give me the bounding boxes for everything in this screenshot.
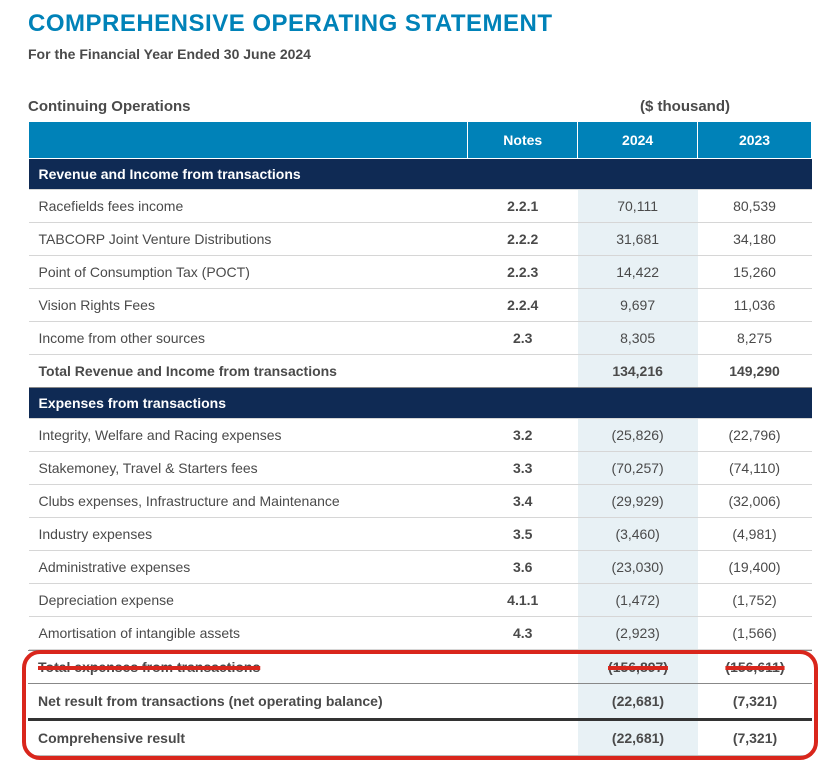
table-row: Income from other sources 2.3 8,305 8,27… (29, 322, 812, 355)
row-2023: (1,566) (698, 617, 812, 650)
row-notes: 3.5 (468, 518, 578, 551)
row-label: Vision Rights Fees (29, 289, 468, 322)
total-revenue-2023: 149,290 (698, 355, 812, 388)
row-2023: (4,981) (698, 518, 812, 551)
row-2024: (1,472) (578, 584, 698, 617)
row-label: Racefields fees income (29, 190, 468, 223)
row-2024: (25,826) (578, 419, 698, 452)
table-row: Depreciation expense 4.1.1 (1,472) (1,75… (29, 584, 812, 617)
section-expenses-header: Expenses from transactions (29, 388, 812, 419)
table-row: Administrative expenses 3.6 (23,030) (19… (29, 551, 812, 584)
row-2023: 80,539 (698, 190, 812, 223)
continuing-operations-label: Continuing Operations (28, 98, 468, 115)
row-2024: (3,460) (578, 518, 698, 551)
row-label: Point of Consumption Tax (POCT) (29, 256, 468, 289)
table-top-labels: Continuing Operations ($ thousand) (28, 98, 812, 115)
row-notes: 3.3 (468, 452, 578, 485)
table-row: TABCORP Joint Venture Distributions 2.2.… (29, 223, 812, 256)
net-result-2023: (7,321) (698, 684, 812, 720)
row-2024: 8,305 (578, 322, 698, 355)
header-blank (29, 122, 468, 159)
highlighted-results-region: Total expenses from transactions (156,89… (28, 650, 812, 756)
row-2023: 11,036 (698, 289, 812, 322)
row-2023: 34,180 (698, 223, 812, 256)
table-row: Point of Consumption Tax (POCT) 2.2.3 14… (29, 256, 812, 289)
row-2024: (29,929) (578, 485, 698, 518)
total-revenue-label: Total Revenue and Income from transactio… (29, 355, 468, 388)
row-2023: (19,400) (698, 551, 812, 584)
header-2024: 2024 (578, 122, 698, 159)
row-label: Integrity, Welfare and Racing expenses (29, 419, 468, 452)
row-notes: 2.2.4 (468, 289, 578, 322)
row-2024: 31,681 (578, 223, 698, 256)
row-label: TABCORP Joint Venture Distributions (29, 223, 468, 256)
section-expenses-label: Expenses from transactions (29, 388, 578, 419)
table-row: Racefields fees income 2.2.1 70,111 80,5… (29, 190, 812, 223)
row-2023: (74,110) (698, 452, 812, 485)
section-revenue-label: Revenue and Income from transactions (29, 159, 578, 190)
table-row: Vision Rights Fees 2.2.4 9,697 11,036 (29, 289, 812, 322)
total-revenue-2024: 134,216 (578, 355, 698, 388)
row-label: Clubs expenses, Infrastructure and Maint… (29, 485, 468, 518)
table-row: Amortisation of intangible assets 4.3 (2… (29, 617, 812, 650)
row-label: Income from other sources (29, 322, 468, 355)
row-2024: 14,422 (578, 256, 698, 289)
row-2024: (2,923) (578, 617, 698, 650)
row-2023: 15,260 (698, 256, 812, 289)
unit-label: ($ thousand) (468, 98, 812, 115)
net-result-label: Net result from transactions (net operat… (28, 684, 468, 720)
column-header-row: Notes 2024 2023 (29, 122, 812, 159)
row-label: Depreciation expense (29, 584, 468, 617)
row-notes: 3.2 (468, 419, 578, 452)
row-notes: 3.4 (468, 485, 578, 518)
row-2023: (32,006) (698, 485, 812, 518)
page-subtitle: For the Financial Year Ended 30 June 202… (28, 46, 812, 62)
row-2024: 9,697 (578, 289, 698, 322)
row-notes: 2.3 (468, 322, 578, 355)
total-expenses-2023: (156,611) (698, 651, 812, 684)
header-notes: Notes (468, 122, 578, 159)
row-notes: 4.3 (468, 617, 578, 650)
row-label: Industry expenses (29, 518, 468, 551)
total-expenses-2024: (156,897) (578, 651, 698, 684)
total-expenses-label: Total expenses from transactions (28, 651, 468, 684)
section-revenue-header: Revenue and Income from transactions (29, 159, 812, 190)
row-label: Administrative expenses (29, 551, 468, 584)
row-label: Amortisation of intangible assets (29, 617, 468, 650)
row-2023: 8,275 (698, 322, 812, 355)
page-title: COMPREHENSIVE OPERATING STATEMENT (28, 10, 812, 38)
row-label: Stakemoney, Travel & Starters fees (29, 452, 468, 485)
row-notes: 3.6 (468, 551, 578, 584)
row-2023: (22,796) (698, 419, 812, 452)
row-notes: 2.2.3 (468, 256, 578, 289)
row-2024: (23,030) (578, 551, 698, 584)
operating-statement-table: Notes 2024 2023 Revenue and Income from … (28, 121, 812, 650)
total-revenue-row: Total Revenue and Income from transactio… (29, 355, 812, 388)
results-table: Total expenses from transactions (156,89… (28, 650, 812, 756)
table-row: Industry expenses 3.5 (3,460) (4,981) (29, 518, 812, 551)
header-2023: 2023 (698, 122, 812, 159)
row-notes: 2.2.1 (468, 190, 578, 223)
table-row: Clubs expenses, Infrastructure and Maint… (29, 485, 812, 518)
total-expenses-row-obscured: Total expenses from transactions (156,89… (28, 651, 812, 684)
table-row: Stakemoney, Travel & Starters fees 3.3 (… (29, 452, 812, 485)
row-2024: (70,257) (578, 452, 698, 485)
table-row: Integrity, Welfare and Racing expenses 3… (29, 419, 812, 452)
net-result-2024: (22,681) (578, 684, 698, 720)
row-2023: (1,752) (698, 584, 812, 617)
row-notes: 2.2.2 (468, 223, 578, 256)
net-result-row: Net result from transactions (net operat… (28, 684, 812, 720)
row-2024: 70,111 (578, 190, 698, 223)
row-notes: 4.1.1 (468, 584, 578, 617)
